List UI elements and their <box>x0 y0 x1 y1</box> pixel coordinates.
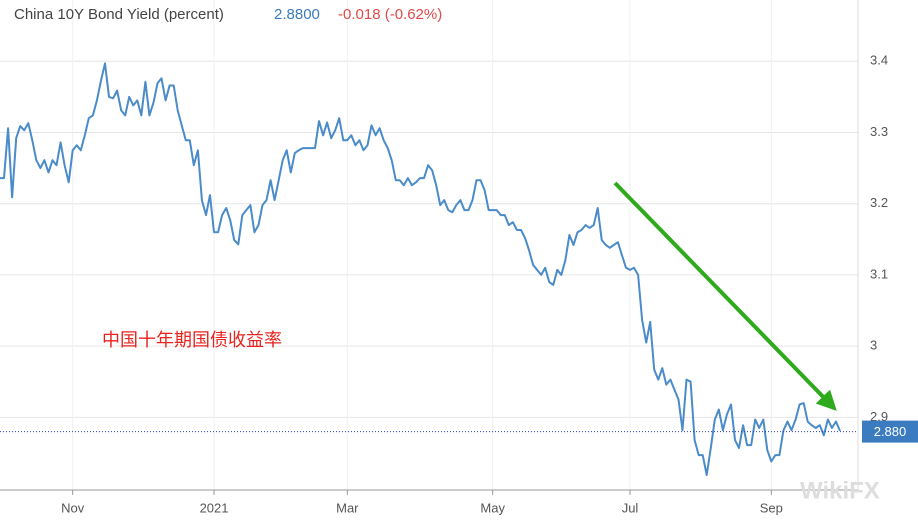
line <box>0 62 841 476</box>
y-tick-label: 3 <box>870 338 877 353</box>
chart-title: China 10Y Bond Yield (percent) <box>14 6 224 23</box>
x-tick-label: May <box>480 500 505 515</box>
x-tick-label: Sep <box>760 500 783 515</box>
last-price: 2.8800 <box>274 6 320 23</box>
y-tick-label: 3.1 <box>870 266 888 281</box>
y-tick-label: 3.3 <box>870 124 888 139</box>
x-tick-label: Nov <box>61 500 85 515</box>
y-tick-label: 3.4 <box>870 53 888 68</box>
plot <box>0 62 858 476</box>
price-change: -0.018 (-0.62%) <box>338 6 442 23</box>
last-value-box <box>862 420 918 443</box>
last-value-label: 2.880 <box>874 424 907 439</box>
trend-arrow <box>613 181 837 411</box>
grid: 2.9 3 3.1 3.2 3.3 3.4 Nov 2021 Mar May Jul Sep <box>0 0 888 515</box>
annotation: 中国十年期国债收益率 <box>102 330 282 350</box>
x-tick-label: 2021 <box>200 500 229 515</box>
y-tick-label: 2.9 <box>870 409 888 424</box>
watermark: WikiFX <box>800 477 880 504</box>
x-tick-label: Jul <box>622 500 639 515</box>
y-tick-label: 3.2 <box>870 195 888 210</box>
x-tick-label: Mar <box>336 500 359 515</box>
